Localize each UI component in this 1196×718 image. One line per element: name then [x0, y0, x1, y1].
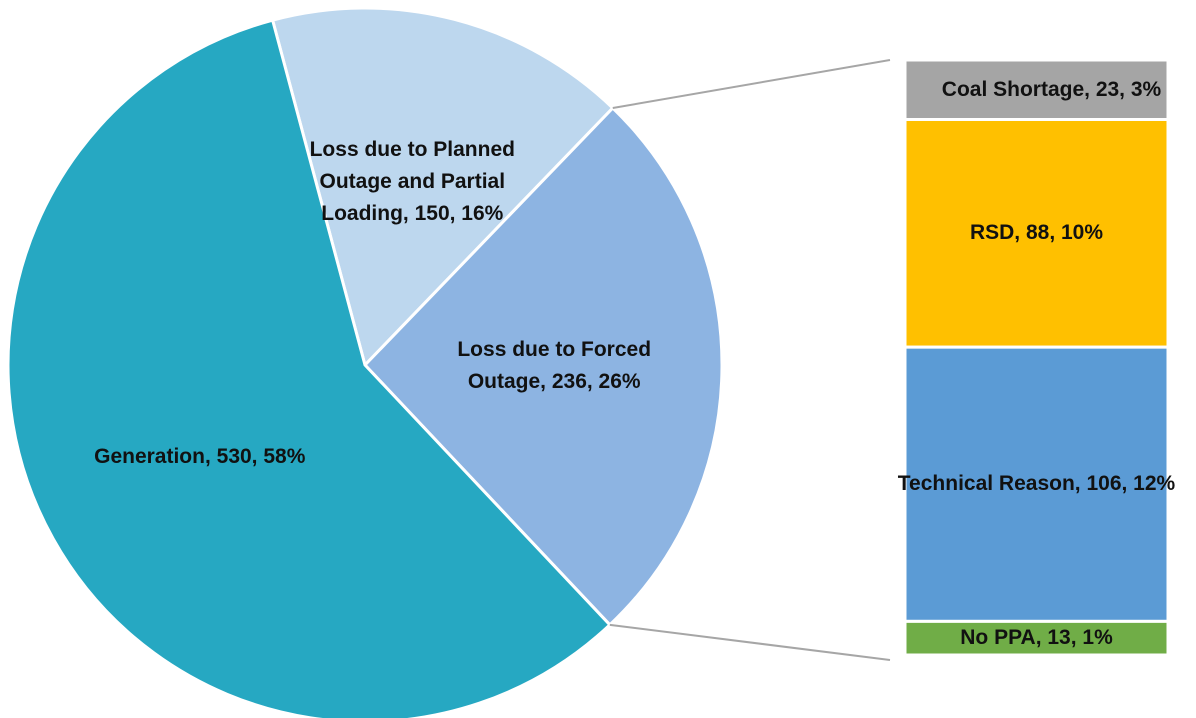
pie-slice: [362, 105, 724, 627]
data-label: Generation, 530, 58%: [94, 445, 306, 469]
bar-segment: [903, 345, 1170, 623]
data-label: No PPA, 13, 1%: [960, 626, 1113, 650]
pie-slice: [6, 18, 612, 718]
bar-segment: [903, 118, 1170, 349]
connector-line: [612, 59, 891, 109]
data-label: Loss due to Planned Outage and Partial L…: [309, 137, 515, 225]
pie-slice: [270, 6, 615, 368]
data-label: RSD, 88, 10%: [969, 221, 1104, 245]
bar-segment: [903, 58, 1170, 121]
data-label: Technical Reason, 106, 12%: [897, 472, 1176, 496]
data-label: Loss due to Forced Outage, 236, 26%: [457, 338, 652, 394]
connector-line: [609, 623, 891, 661]
data-label: Coal Shortage, 23, 3%: [941, 77, 1162, 101]
bar-segment: [903, 619, 1170, 657]
